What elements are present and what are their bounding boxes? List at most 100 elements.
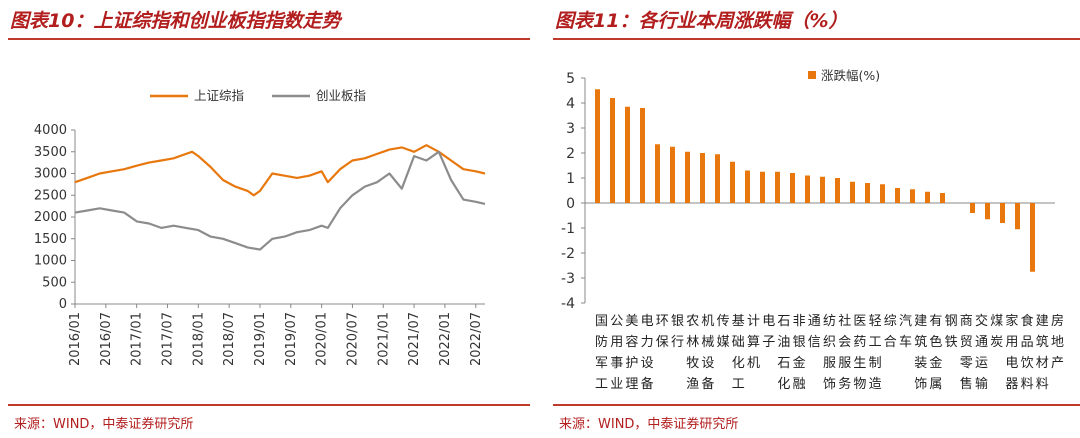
right-title-rule [553, 38, 1080, 40]
category-label-char: 色 [929, 334, 942, 350]
x-tick-label: 2016/01 [68, 312, 83, 366]
category-label-char: 交 [975, 313, 988, 329]
category-label-char: 服 [823, 356, 836, 371]
category-label-char: 工 [595, 377, 608, 392]
category-label-char: 银 [793, 335, 806, 350]
category-label-char: 石 [777, 356, 790, 371]
left-title-rule [8, 38, 530, 40]
y-tick-label: 0 [59, 297, 67, 312]
category-label-char: 汽 [899, 314, 912, 329]
category-label-char: 计 [747, 314, 760, 329]
left-footer-rule [8, 404, 530, 406]
bar [865, 183, 870, 203]
category-label-char: 行 [671, 335, 684, 350]
category-label-char: 装 [914, 356, 927, 371]
x-tick-label: 2020/01 [315, 312, 330, 366]
y-tick-label: 3 [566, 121, 575, 137]
y-tick-label: -4 [561, 296, 575, 312]
category-label-char: 料 [1021, 377, 1034, 392]
category-label-char: 防 [595, 334, 608, 350]
x-tick-label: 2021/01 [376, 312, 391, 366]
category-label-char: 媒 [717, 335, 730, 350]
category-label-char: 饰 [823, 377, 836, 392]
x-tick-label: 2021/07 [407, 312, 422, 366]
x-tick-label: 2020/07 [345, 312, 360, 366]
category-label-char: 家 [1005, 313, 1018, 329]
category-label-char: 业 [610, 377, 623, 392]
series-line-chinext [74, 150, 486, 251]
bar [910, 189, 915, 203]
category-label-char: 材 [1036, 356, 1049, 371]
category-label-char: 银 [671, 314, 684, 329]
category-label-char: 传 [717, 314, 730, 329]
bar [925, 191, 930, 203]
bar [895, 188, 900, 203]
y-tick-label: 1 [566, 171, 575, 187]
y-tick-label: 2500 [34, 188, 67, 203]
legend-label: 涨跌幅(%) [821, 68, 880, 83]
category-label-char: 化 [732, 356, 745, 371]
y-tick-label: 3000 [34, 167, 67, 182]
category-label-char: 金 [929, 355, 942, 371]
category-label-char: 护 [625, 356, 638, 371]
category-label-char: 油 [777, 335, 790, 350]
category-label-char: 建 [1036, 314, 1049, 329]
category-label-char: 子 [762, 335, 775, 350]
bar [775, 171, 780, 203]
bar [670, 146, 675, 203]
bar [850, 181, 855, 203]
bar [640, 108, 645, 203]
x-tick-label: 2019/01 [253, 312, 268, 366]
category-label-char: 环 [656, 314, 669, 329]
x-tick-label: 2017/01 [130, 312, 145, 366]
category-label-char: 非 [793, 314, 806, 329]
category-label-char: 美 [625, 314, 638, 329]
bar [970, 203, 975, 213]
left-chart-title: 图表10：上证综指和创业板指指数走势 [10, 10, 341, 32]
category-label-char: 建 [914, 314, 927, 329]
category-label-char: 煤 [990, 314, 1003, 329]
category-label-char: 商 [960, 314, 973, 329]
bar [1000, 203, 1005, 223]
category-label-char: 料 [1036, 377, 1049, 392]
category-label-char: 通 [975, 335, 988, 350]
y-tick-label: 2 [566, 146, 575, 162]
category-label-char: 铁 [945, 335, 958, 350]
category-label-char: 通 [808, 314, 821, 329]
category-label-char: 综 [884, 314, 897, 329]
bar [610, 98, 615, 203]
category-label-char: 炭 [990, 335, 1003, 350]
category-label-char: 础 [732, 335, 745, 350]
category-label-char: 林 [686, 335, 699, 350]
category-label-char: 保 [656, 335, 669, 350]
bar [685, 151, 690, 203]
y-tick-label: 3500 [34, 145, 67, 160]
category-label-char: 车 [899, 334, 912, 350]
category-label-char: 食 [1021, 313, 1034, 329]
category-label-char: 纺 [823, 314, 836, 329]
category-label-char: 理 [625, 377, 638, 392]
category-label-char: 牧 [686, 356, 699, 371]
category-label-char: 会 [838, 335, 851, 350]
category-label-char: 机 [747, 356, 760, 371]
category-label-char: 械 [701, 335, 714, 350]
bar [880, 184, 885, 203]
category-label-char: 筑 [914, 334, 927, 350]
x-tick-label: 2017/07 [160, 312, 175, 366]
y-tick-label: 4000 [34, 123, 67, 138]
bar [1015, 203, 1020, 230]
x-tick-label: 2018/07 [222, 312, 237, 366]
bar [805, 175, 810, 203]
bar [1030, 203, 1035, 272]
x-tick-label: 2019/07 [284, 312, 299, 366]
y-tick-label: -2 [561, 246, 575, 262]
category-label-char: 电 [641, 314, 654, 329]
category-label-char: 电 [762, 314, 775, 329]
category-label-char: 轻 [869, 314, 882, 329]
category-label-char: 军 [595, 356, 608, 371]
category-label-char: 社 [838, 313, 851, 329]
category-label-char: 输 [975, 376, 988, 392]
category-label-char: 生 [853, 356, 866, 371]
category-label-char: 备 [641, 376, 654, 392]
category-label-char: 物 [853, 377, 866, 392]
